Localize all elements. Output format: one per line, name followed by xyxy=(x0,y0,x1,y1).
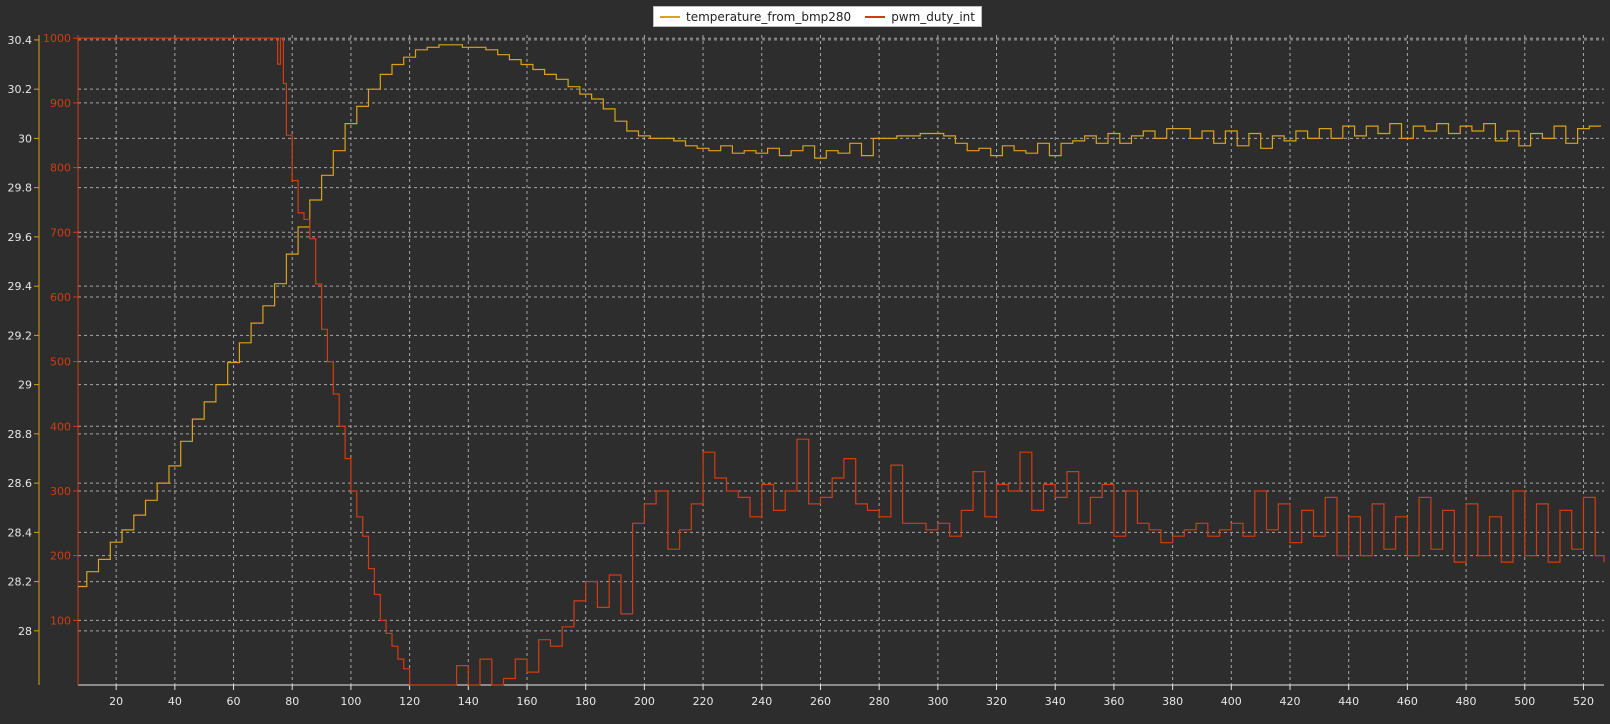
x-tick-label: 400 xyxy=(1221,695,1242,708)
legend-swatch-temperature xyxy=(660,15,680,18)
y-tick-label-temperature: 29.8 xyxy=(8,182,33,195)
x-tick-label: 80 xyxy=(285,695,299,708)
x-tick-label: 420 xyxy=(1279,695,1300,708)
x-tick-label: 240 xyxy=(751,695,772,708)
legend-swatch-pwm xyxy=(865,15,886,18)
y-tick-label-pwm: 700 xyxy=(50,226,71,239)
legend-entry-temperature: temperature_from_bmp280 xyxy=(660,10,851,24)
legend: temperature_from_bmp280 pwm_duty_int xyxy=(653,6,982,27)
y-tick-label-pwm: 800 xyxy=(50,162,71,175)
y-tick-label-temperature: 29 xyxy=(18,379,32,392)
x-tick-label: 180 xyxy=(575,695,596,708)
y-tick-label-pwm: 200 xyxy=(50,550,71,563)
y-tick-label-temperature: 28.2 xyxy=(8,576,33,589)
x-tick-label: 280 xyxy=(869,695,890,708)
x-tick-label: 300 xyxy=(927,695,948,708)
y-tick-label-pwm: 900 xyxy=(50,97,71,110)
x-tick-label: 220 xyxy=(693,695,714,708)
x-tick-label: 60 xyxy=(227,695,241,708)
x-tick-label: 200 xyxy=(634,695,655,708)
y-tick-label-temperature: 29.6 xyxy=(8,231,33,244)
y-tick-label-pwm: 400 xyxy=(50,420,71,433)
x-tick-label: 20 xyxy=(109,695,123,708)
y-tick-label-temperature: 30.4 xyxy=(8,34,33,47)
x-tick-label: 120 xyxy=(399,695,420,708)
legend-label-temperature: temperature_from_bmp280 xyxy=(686,9,852,24)
x-tick-label: 480 xyxy=(1456,695,1477,708)
x-tick-label: 440 xyxy=(1338,695,1359,708)
x-tick-label: 260 xyxy=(810,695,831,708)
y-tick-label-temperature: 30.2 xyxy=(8,83,33,96)
x-tick-label: 520 xyxy=(1573,695,1594,708)
x-tick-label: 500 xyxy=(1514,695,1535,708)
y-tick-label-temperature: 28 xyxy=(18,625,32,638)
y-tick-label-temperature: 30 xyxy=(18,132,32,145)
y-tick-label-temperature: 28.8 xyxy=(8,428,33,441)
series-line-pwm xyxy=(78,37,1605,686)
y-tick-label-pwm: 1000 xyxy=(43,32,71,45)
x-tick-label: 360 xyxy=(1103,695,1124,708)
y-tick-label-temperature: 29.4 xyxy=(8,280,33,293)
y-tick-label-temperature: 29.2 xyxy=(8,329,33,342)
x-tick-label: 340 xyxy=(1045,695,1066,708)
y-tick-label-pwm: 300 xyxy=(50,485,71,498)
x-tick-label: 140 xyxy=(458,695,479,708)
x-tick-label: 160 xyxy=(516,695,537,708)
y-tick-label-temperature: 28.4 xyxy=(8,526,33,539)
x-tick-label: 40 xyxy=(168,695,182,708)
x-tick-label: 100 xyxy=(340,695,361,708)
legend-entry-pwm: pwm_duty_int xyxy=(865,10,975,24)
x-tick-label: 380 xyxy=(1162,695,1183,708)
legend-label-pwm: pwm_duty_int xyxy=(891,9,975,24)
y-tick-label-pwm: 600 xyxy=(50,291,71,304)
y-tick-label-pwm: 100 xyxy=(50,614,71,627)
x-tick-label: 460 xyxy=(1397,695,1418,708)
y-tick-label-pwm: 500 xyxy=(50,356,71,369)
x-tick-label: 320 xyxy=(986,695,1007,708)
series-line-temperature xyxy=(78,44,1602,588)
y-tick-label-temperature: 28.6 xyxy=(8,477,33,490)
